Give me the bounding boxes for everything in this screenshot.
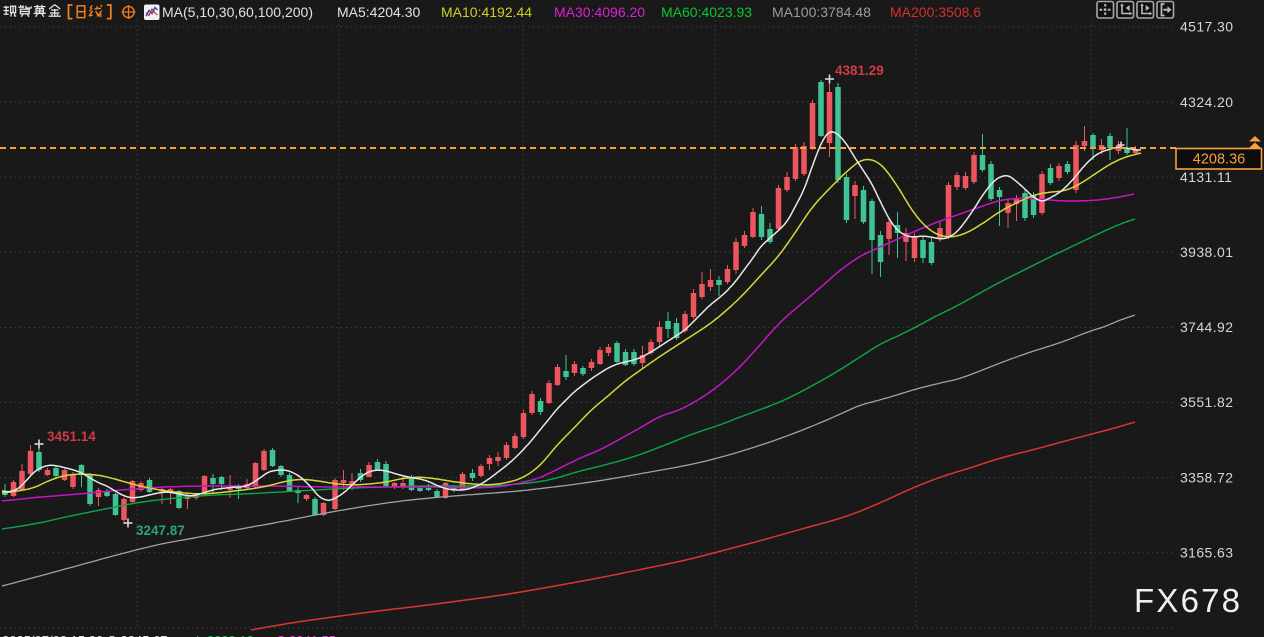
svg-text:4381.29: 4381.29 xyxy=(835,63,884,78)
svg-text:3451.14: 3451.14 xyxy=(47,429,96,444)
svg-text:3358.72: 3358.72 xyxy=(1180,469,1233,485)
svg-text:4324.20: 4324.20 xyxy=(1180,94,1233,110)
svg-text:MA30:4096.20: MA30:4096.20 xyxy=(554,4,645,20)
svg-text:MA5:4204.30: MA5:4204.30 xyxy=(337,4,420,20)
svg-text:3744.92: 3744.92 xyxy=(1180,319,1233,335)
svg-text:4131.11: 4131.11 xyxy=(1180,169,1232,185)
svg-text:C:3341.55: C:3341.55 xyxy=(276,633,336,637)
svg-text:4208.36: 4208.36 xyxy=(1193,152,1245,168)
svg-text:MA60:4023.93: MA60:4023.93 xyxy=(661,4,752,20)
svg-text:3165.63: 3165.63 xyxy=(1180,544,1233,560)
svg-text:4517.30: 4517.30 xyxy=(1180,19,1233,35)
svg-text:3938.01: 3938.01 xyxy=(1180,244,1233,260)
svg-text:MA200:3508.6: MA200:3508.6 xyxy=(890,4,981,20)
svg-text:3551.82: 3551.82 xyxy=(1180,394,1233,410)
svg-text:MA100:3784.48: MA100:3784.48 xyxy=(772,4,871,20)
svg-text:MA10:4192.44: MA10:4192.44 xyxy=(441,4,532,20)
svg-text:MA(5,10,30,60,100,200): MA(5,10,30,60,100,200) xyxy=(162,4,313,20)
svg-text:FX678: FX678 xyxy=(1134,582,1242,619)
svg-text:3247.87: 3247.87 xyxy=(136,523,185,538)
svg-text:L:3328.12: L:3328.12 xyxy=(196,633,254,637)
